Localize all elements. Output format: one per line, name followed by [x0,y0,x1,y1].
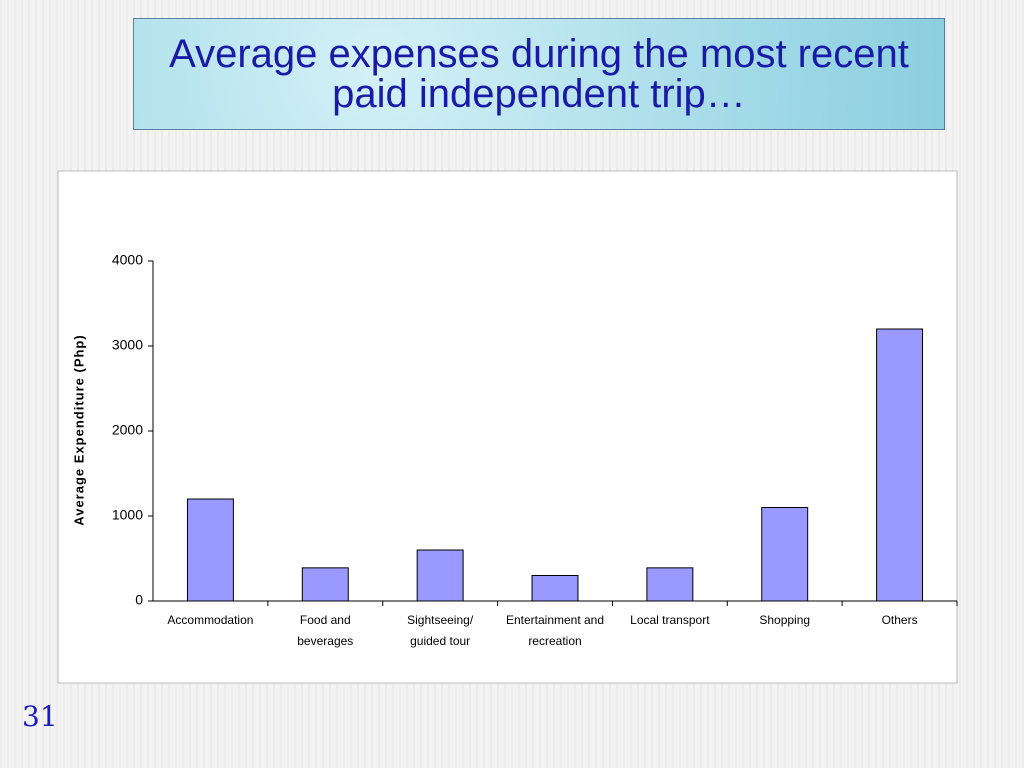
bar [301,567,349,602]
y-tick-label: 1000 [112,507,143,523]
chart-title: Average expenses during the most recent … [169,32,909,116]
bar [876,328,924,602]
y-tick-label: 4000 [112,252,143,268]
page-number: 31 [22,700,58,733]
x-tick-label: Local transport [630,613,710,627]
y-tick-label: 0 [135,592,143,608]
bar [531,575,579,602]
bar [186,498,234,602]
bar [416,549,464,602]
x-tick-label: Sightseeing/ [407,613,474,627]
chart-area [57,170,958,684]
x-tick-label: Entertainment and [506,613,604,627]
bar [761,507,809,602]
title-banner: Average expenses during the most recent … [133,18,945,130]
bar [646,567,694,602]
x-tick-label: beverages [297,634,353,648]
x-tick-label: Others [882,613,918,627]
y-tick-label: 3000 [112,337,143,353]
y-axis-label: Average Expenditure (Php) [71,334,86,525]
y-tick-label: 2000 [112,422,143,438]
x-tick-label: recreation [528,634,581,648]
x-tick-label: Accommodation [167,613,253,627]
x-tick-label: guided tour [410,634,470,648]
x-tick-label: Food and [300,613,351,627]
x-tick-label: Shopping [759,613,810,627]
